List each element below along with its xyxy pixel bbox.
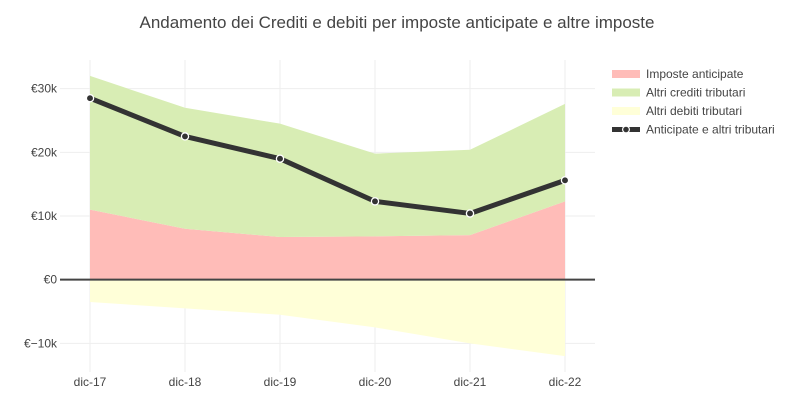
point-dic-18 <box>180 132 190 141</box>
point-dic-17 <box>85 93 95 103</box>
y-tick-label: €−10k <box>24 336 58 350</box>
area-altri-debiti-tributari <box>90 279 565 357</box>
legend-label-imposte-anticipate: Imposte anticipate <box>646 67 744 81</box>
legend-label-altri-crediti-tributari: Altri crediti tributari <box>646 86 745 100</box>
y-tick-label: €0 <box>44 273 58 287</box>
chart-title: Andamento dei Crediti e debiti per impos… <box>139 13 654 32</box>
x-tick-label-dic-19: dic-19 <box>264 375 297 389</box>
area-altri-crediti-tributari <box>90 75 565 238</box>
legend-label-altri-debiti-tributari: Altri debiti tributari <box>646 104 742 118</box>
x-tick-label-dic-17: dic-17 <box>74 375 107 389</box>
line-anticipate-e-altri-tributari <box>89 95 566 216</box>
x-axis-ticks: dic-17 dic-18 dic-19 dic-20 dic-21 dic-22 <box>74 375 582 389</box>
x-tick-label-dic-20: dic-20 <box>359 375 392 389</box>
y-tick-label: €10k <box>31 209 58 223</box>
point-dic-19 <box>275 154 285 163</box>
point-dic-21 <box>465 209 475 218</box>
plot-areas <box>90 75 565 357</box>
y-axis-ticks: €30k €20k €10k €0 €−10k <box>24 82 58 351</box>
y-tick-label: €20k <box>31 145 58 159</box>
legend-swatch-imposte-anticipate <box>612 70 640 78</box>
area-imposte-anticipate <box>90 201 565 280</box>
x-tick-label-dic-21: dic-21 <box>454 375 487 389</box>
point-dic-20 <box>370 197 380 206</box>
x-tick-label-dic-18: dic-18 <box>169 375 202 389</box>
legend: Imposte anticipate Altri crediti tributar… <box>612 67 775 137</box>
x-tick-label-dic-22: dic-22 <box>549 375 582 389</box>
point-dic-22 <box>560 176 570 185</box>
legend-swatch-altri-crediti-tributari <box>612 88 640 97</box>
legend-swatch-altri-debiti-tributari <box>612 107 640 115</box>
legend-marker-anticipate-e-altri-tributari <box>621 125 630 134</box>
y-tick-label: €30k <box>31 82 58 96</box>
plot-lines <box>85 93 570 218</box>
legend-label-anticipate-e-altri-tributari: Anticipate e altri tributari <box>646 123 775 137</box>
